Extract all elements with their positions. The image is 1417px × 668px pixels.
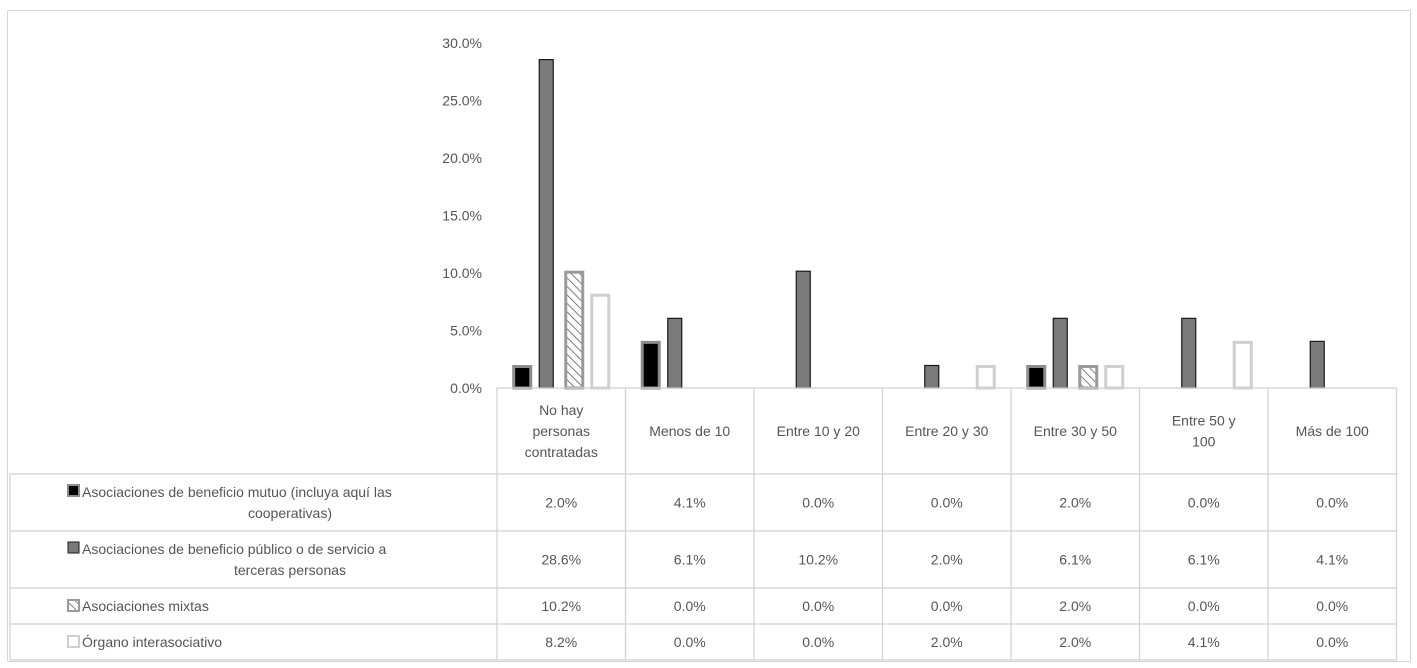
legend-label-series4: Órgano interasociativo	[82, 634, 222, 650]
legend-label-series3: Asociaciones mixtas	[82, 598, 209, 614]
table-cell-value: 0.0%	[931, 495, 963, 511]
table-cell-value: 2.0%	[931, 552, 963, 568]
table-cell-value: 4.1%	[674, 495, 706, 511]
legend-label-series2: terceras personas	[234, 562, 346, 578]
table-cell-value: 0.0%	[674, 634, 706, 650]
category-label: Entre 50 y	[1172, 413, 1236, 429]
y-tick-label: 5.0%	[450, 323, 482, 339]
y-tick-label: 30.0%	[442, 35, 482, 51]
y-tick-label: 0.0%	[450, 380, 482, 396]
legend-label-series1: Asociaciones de beneficio mutuo (incluya…	[82, 484, 392, 500]
bar-series2-cat2	[667, 317, 683, 389]
table-cell-value: 2.0%	[931, 634, 963, 650]
legend-key-series2	[67, 541, 80, 554]
bar-series2-cat5	[1052, 317, 1068, 389]
category-label: contratadas	[525, 444, 598, 460]
table-cell-value: 2.0%	[1059, 598, 1091, 614]
category-label: Entre 10 y 20	[777, 423, 860, 439]
data-table: No hay personas contratadas Menos de 10 Entr…	[9, 387, 1398, 661]
category-label: Entre 20 y 30	[905, 423, 988, 439]
table-cell-value: 0.0%	[1316, 598, 1348, 614]
y-tick-label: 25.0%	[442, 93, 482, 109]
table-cell-value: 6.1%	[1059, 552, 1091, 568]
bars	[512, 58, 1325, 390]
bar-series1-cat1	[512, 365, 533, 390]
table-cell-value: 0.0%	[802, 598, 834, 614]
y-tick-label: 20.0%	[442, 150, 482, 166]
bar-series4-cat1	[590, 293, 611, 390]
bar-series2-cat1	[538, 58, 554, 389]
legend-key-series4	[67, 635, 80, 648]
table-cell-value: 4.1%	[1188, 634, 1220, 650]
table-cell-value: 10.2%	[798, 552, 838, 568]
table-cell-value: 10.2%	[541, 598, 581, 614]
table-cell-value: 0.0%	[802, 495, 834, 511]
table-cell-value: 0.0%	[802, 634, 834, 650]
bar-series3-cat5	[1078, 365, 1099, 390]
bar-series4-cat5	[1104, 365, 1125, 390]
table-cell-value: 4.1%	[1316, 552, 1348, 568]
bar-series1-cat2	[640, 340, 661, 390]
bar-series4-cat6	[1232, 340, 1253, 390]
table-cell-value: 2.0%	[1059, 634, 1091, 650]
table-cell-value: 0.0%	[1188, 598, 1220, 614]
bar-series2-cat4	[924, 364, 940, 389]
y-tick-label: 10.0%	[442, 265, 482, 281]
bar-series2-cat3	[795, 270, 811, 389]
chart-frame	[7, 10, 1411, 662]
legend-label-series2: Asociaciones de beneficio público o de s…	[82, 541, 387, 557]
legend-label-series1: cooperativas)	[248, 505, 332, 521]
legend-key-series1	[67, 484, 80, 497]
table-cell-value: 6.1%	[1188, 552, 1220, 568]
category-label: personas	[532, 423, 590, 439]
table-cell-value: 2.0%	[1059, 495, 1091, 511]
bar-series4-cat4	[975, 365, 996, 390]
bar-series2-cat6	[1181, 317, 1197, 389]
legend-key-series3	[67, 599, 80, 612]
category-label: Menos de 10	[649, 423, 730, 439]
bar-series2-cat7	[1309, 340, 1325, 389]
category-label: No hay	[539, 402, 583, 418]
table-cell-value: 2.0%	[545, 495, 577, 511]
category-label: Más de 100	[1296, 423, 1369, 439]
table-cell-value: 6.1%	[674, 552, 706, 568]
table-cell-value: 8.2%	[545, 634, 577, 650]
bar-series3-cat1	[564, 270, 585, 390]
table-cell-value: 0.0%	[1316, 495, 1348, 511]
bar-series1-cat5	[1026, 365, 1047, 390]
y-tick-label: 15.0%	[442, 208, 482, 224]
table-cell-value: 0.0%	[1188, 495, 1220, 511]
category-label: Entre 30 y 50	[1034, 423, 1117, 439]
y-axis: 0.0% 5.0% 10.0% 15.0% 20.0% 25.0% 30.0%	[442, 35, 482, 396]
table-cell-value: 0.0%	[1316, 634, 1348, 650]
table-cell-value: 0.0%	[674, 598, 706, 614]
category-label: 100	[1192, 434, 1216, 450]
table-cell-value: 28.6%	[541, 552, 581, 568]
table-cell-value: 0.0%	[931, 598, 963, 614]
